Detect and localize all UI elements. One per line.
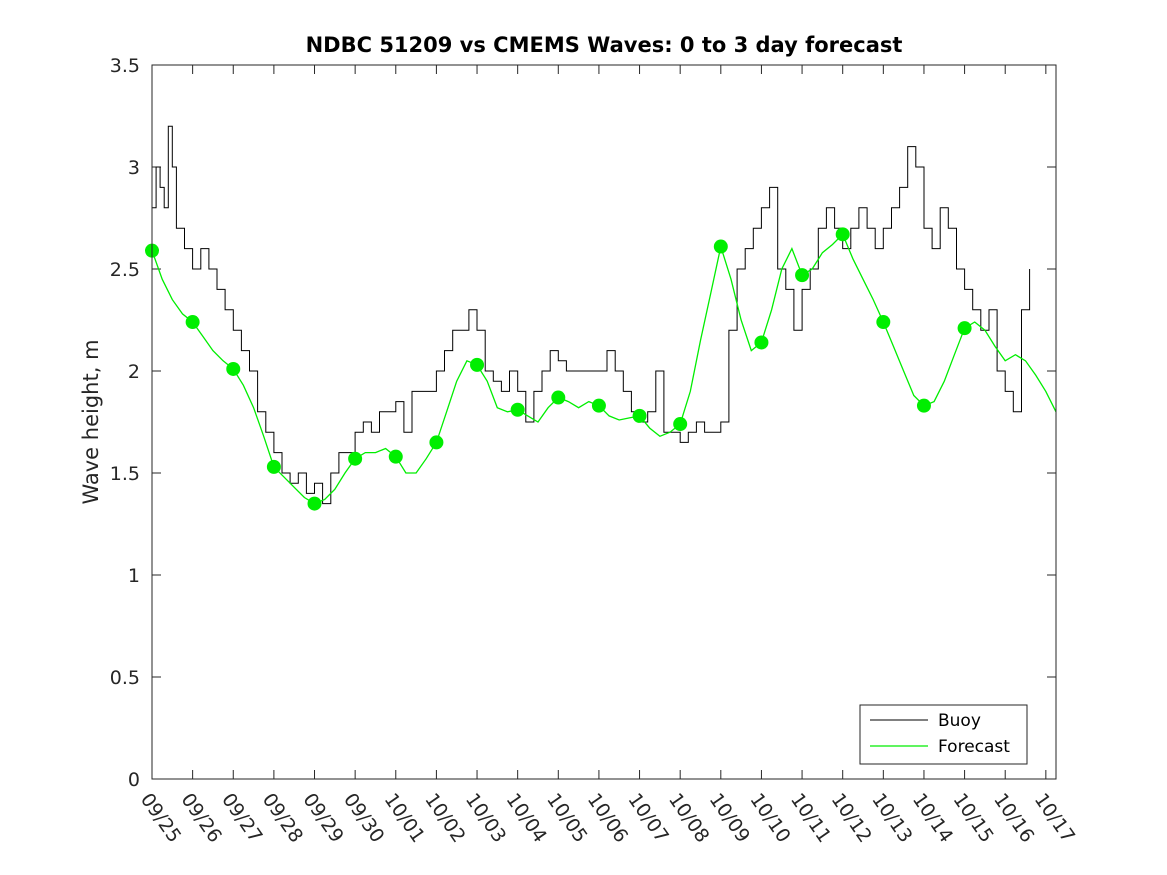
- forecast-marker: [673, 417, 688, 432]
- forecast-marker: [632, 408, 647, 423]
- y-tick-label: 3.5: [110, 55, 140, 77]
- forecast-marker: [226, 361, 241, 376]
- legend: Buoy Forecast: [859, 704, 1028, 765]
- y-tick-label: 0.5: [110, 667, 140, 689]
- legend-box: [859, 704, 1028, 765]
- forecast-marker: [876, 315, 891, 330]
- forecast-marker: [795, 268, 810, 283]
- axis-ticks: [151, 64, 1056, 780]
- forecast-marker: [470, 357, 485, 372]
- legend-buoy-label: Buoy: [938, 711, 981, 731]
- forecast-marker: [185, 315, 200, 330]
- forecast-series-line: [151, 233, 1057, 505]
- plot-frame: [151, 64, 1057, 780]
- buoy-series-line: [152, 125, 1031, 505]
- y-tick-label: 2: [128, 361, 140, 383]
- forecast-marker: [388, 449, 403, 464]
- y-tick-labels: 0 0.5 1 1.5 2 2.5 3 3.5: [110, 55, 140, 791]
- forecast-marker: [835, 227, 850, 242]
- y-tick-label: 1: [128, 565, 140, 587]
- y-tick-label: 0: [128, 769, 140, 791]
- series-layer: [151, 125, 1057, 505]
- forecast-marker: [510, 402, 525, 417]
- forecast-marker: [307, 496, 322, 511]
- y-axis-label: Wave height, m: [79, 339, 103, 504]
- forecast-marker: [916, 398, 931, 413]
- legend-forecast-label: Forecast: [938, 737, 1010, 757]
- chart-title: NDBC 51209 vs CMEMS Waves: 0 to 3 day fo…: [306, 33, 903, 57]
- forecast-marker: [266, 459, 281, 474]
- forecast-marker: [348, 451, 363, 466]
- y-tick-label: 2.5: [110, 259, 140, 281]
- forecast-marker: [591, 398, 606, 413]
- y-tick-label: 1.5: [110, 463, 140, 485]
- plot-area: [152, 65, 1056, 779]
- forecast-markers: [145, 227, 972, 511]
- forecast-marker: [429, 435, 444, 450]
- forecast-marker: [713, 239, 728, 254]
- forecast-marker: [957, 321, 972, 336]
- forecast-marker: [754, 335, 769, 350]
- forecast-marker: [551, 390, 566, 405]
- y-tick-label: 3: [128, 157, 140, 179]
